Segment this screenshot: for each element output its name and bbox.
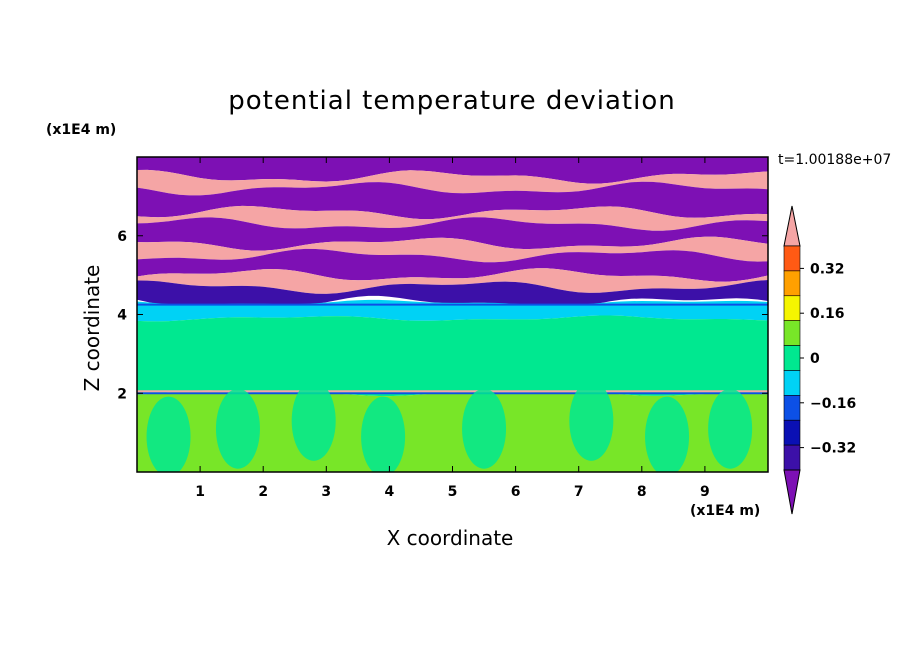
colorbar-tick-label: −0.32: [810, 441, 856, 457]
plume: [569, 380, 614, 461]
colorbar-segment: [783, 345, 801, 371]
colorbar-segment: [783, 444, 801, 471]
x-tick-label: 7: [574, 484, 584, 500]
axis-ticks: 1 2 3 4 5 6 7 8 9 2 4 6: [117, 157, 768, 500]
y-tick-label: 4: [117, 308, 127, 324]
contour-layer: [137, 205, 768, 231]
x-tick-label: 4: [385, 484, 395, 500]
y-tick-label: 6: [117, 229, 127, 245]
x-axis-label: X coordinate: [386, 526, 514, 550]
colorbar-segment: [783, 270, 801, 297]
plume: [215, 388, 260, 469]
plume: [291, 380, 336, 461]
contour-field: [137, 157, 768, 472]
colorbar-segment: [783, 419, 801, 446]
contour-layer: [137, 217, 768, 251]
y-tick-label: 2: [117, 386, 127, 402]
x-tick-label: 9: [700, 484, 710, 500]
x-tick-label: 2: [258, 484, 268, 500]
colorbar-extend-high: [783, 205, 801, 247]
contour-layer: [137, 181, 768, 220]
contour-layer: [137, 280, 768, 310]
plume: [361, 396, 406, 472]
colorbar-extend-low: [783, 469, 801, 515]
contour-layer: [137, 169, 768, 196]
timestamp: t=1.00188e+07: [778, 152, 892, 168]
colorbar-tick-label: 0.32: [810, 261, 845, 277]
colorbar-segment: [783, 370, 801, 396]
colorbar-segment: [783, 320, 801, 346]
colorbar-tick-label: −0.16: [810, 396, 856, 412]
plume: [708, 388, 753, 469]
contour-layer: [137, 248, 768, 282]
x-tick-label: 3: [321, 484, 331, 500]
plume: [146, 396, 191, 472]
chart-title: potential temperature deviation: [228, 86, 676, 116]
x-axis-unit: (x1E4 m): [690, 503, 761, 519]
plume: [462, 388, 507, 469]
contour-layer: [137, 315, 768, 397]
contour-layer: [137, 268, 768, 294]
x-tick-label: 5: [448, 484, 458, 500]
x-tick-label: 8: [637, 484, 647, 500]
plume: [645, 396, 690, 472]
colorbar-segment: [783, 245, 801, 272]
x-tick-label: 6: [511, 484, 521, 500]
colorbar-tick-label: 0: [810, 351, 820, 367]
contour-layer: [137, 236, 768, 263]
colorbar: 0.32 0.16 0 −0.16 −0.32: [783, 205, 856, 515]
x-tick-label: 1: [195, 484, 205, 500]
colorbar-segment: [783, 295, 801, 321]
colorbar-segment: [783, 395, 801, 421]
y-axis-unit: (x1E4 m): [46, 122, 117, 138]
colorbar-tick-label: 0.16: [810, 306, 845, 322]
contour-layer: [137, 157, 768, 184]
